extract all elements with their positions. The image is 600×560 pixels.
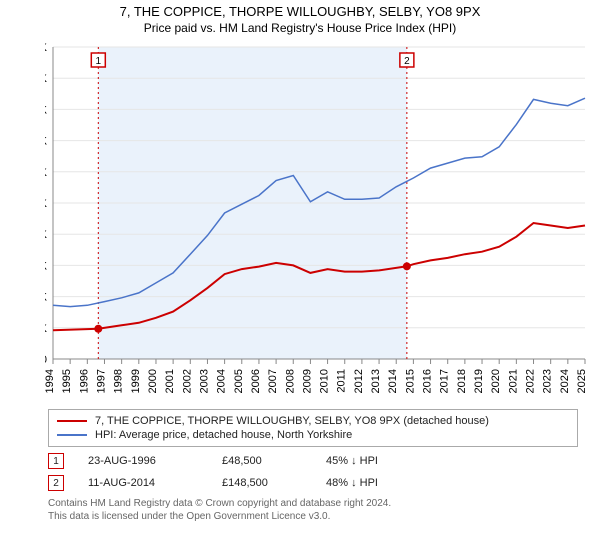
svg-text:2006: 2006 bbox=[250, 369, 262, 393]
svg-text:2007: 2007 bbox=[267, 369, 279, 393]
svg-text:£50K: £50K bbox=[45, 323, 48, 335]
svg-text:£200K: £200K bbox=[45, 229, 48, 241]
events-list: 1 23-AUG-1996 £48,500 45% ↓ HPI 2 11-AUG… bbox=[48, 453, 578, 491]
legend-item-2: HPI: Average price, detached house, Nort… bbox=[57, 428, 569, 442]
svg-text:2008: 2008 bbox=[284, 369, 296, 393]
svg-text:1998: 1998 bbox=[113, 369, 125, 393]
svg-text:2019: 2019 bbox=[473, 369, 485, 393]
svg-text:£250K: £250K bbox=[45, 198, 48, 210]
svg-text:2020: 2020 bbox=[490, 369, 502, 393]
svg-text:2016: 2016 bbox=[422, 369, 434, 393]
svg-text:2000: 2000 bbox=[147, 369, 159, 393]
svg-text:2014: 2014 bbox=[387, 369, 399, 393]
chart-subtitle: Price paid vs. HM Land Registry's House … bbox=[0, 19, 600, 39]
legend-label-1: 7, THE COPPICE, THORPE WILLOUGHBY, SELBY… bbox=[95, 415, 489, 427]
svg-text:2003: 2003 bbox=[198, 369, 210, 393]
event-date-2: 11-AUG-2014 bbox=[88, 477, 198, 489]
footer-line-2: This data is licensed under the Open Gov… bbox=[48, 510, 578, 523]
legend: 7, THE COPPICE, THORPE WILLOUGHBY, SELBY… bbox=[48, 409, 578, 447]
svg-text:2009: 2009 bbox=[301, 369, 313, 393]
svg-text:1: 1 bbox=[96, 56, 102, 67]
footer: Contains HM Land Registry data © Crown c… bbox=[48, 497, 578, 523]
svg-text:1995: 1995 bbox=[61, 369, 73, 393]
event-hpi-2: 48% ↓ HPI bbox=[326, 477, 378, 489]
event-badge-2: 2 bbox=[48, 475, 64, 491]
svg-text:£0: £0 bbox=[45, 354, 47, 366]
svg-text:2021: 2021 bbox=[507, 369, 519, 393]
svg-text:2010: 2010 bbox=[319, 369, 331, 393]
svg-text:2: 2 bbox=[404, 56, 410, 67]
event-hpi-1: 45% ↓ HPI bbox=[326, 455, 378, 467]
svg-text:2012: 2012 bbox=[353, 369, 365, 393]
svg-text:£400K: £400K bbox=[45, 104, 48, 116]
svg-text:£100K: £100K bbox=[45, 292, 48, 304]
svg-text:2023: 2023 bbox=[542, 369, 554, 393]
event-date-1: 23-AUG-1996 bbox=[88, 455, 198, 467]
svg-text:2005: 2005 bbox=[233, 369, 245, 393]
svg-text:£500K: £500K bbox=[45, 42, 48, 54]
svg-text:£150K: £150K bbox=[45, 260, 48, 272]
chart-container: 7, THE COPPICE, THORPE WILLOUGHBY, SELBY… bbox=[0, 0, 600, 560]
footer-line-1: Contains HM Land Registry data © Crown c… bbox=[48, 497, 578, 510]
svg-text:2015: 2015 bbox=[404, 369, 416, 393]
svg-text:2011: 2011 bbox=[336, 369, 348, 393]
svg-text:1997: 1997 bbox=[95, 369, 107, 393]
svg-text:2018: 2018 bbox=[456, 369, 468, 393]
svg-text:£300K: £300K bbox=[45, 167, 48, 179]
svg-text:2013: 2013 bbox=[370, 369, 382, 393]
event-row-1: 1 23-AUG-1996 £48,500 45% ↓ HPI bbox=[48, 453, 578, 469]
chart-title: 7, THE COPPICE, THORPE WILLOUGHBY, SELBY… bbox=[0, 0, 600, 19]
legend-label-2: HPI: Average price, detached house, Nort… bbox=[95, 429, 352, 441]
svg-text:2024: 2024 bbox=[559, 369, 571, 393]
svg-text:2002: 2002 bbox=[181, 369, 193, 393]
chart-plot-area: £0 £50K £100K £150K £200K £250K £300K £350K £400… bbox=[45, 39, 590, 409]
legend-swatch-1 bbox=[57, 420, 87, 422]
svg-text:£350K: £350K bbox=[45, 136, 48, 148]
svg-text:2022: 2022 bbox=[525, 369, 537, 393]
svg-text:2004: 2004 bbox=[216, 369, 228, 393]
legend-swatch-2 bbox=[57, 434, 87, 436]
svg-text:1999: 1999 bbox=[130, 369, 142, 393]
line-chart-svg: £0 £50K £100K £150K £200K £250K £300K £350K £400… bbox=[45, 39, 590, 409]
event-price-1: £48,500 bbox=[222, 455, 302, 467]
svg-text:1996: 1996 bbox=[78, 369, 90, 393]
svg-text:2025: 2025 bbox=[576, 369, 588, 393]
svg-text:1994: 1994 bbox=[45, 369, 56, 393]
event-badge-1: 1 bbox=[48, 453, 64, 469]
event-price-2: £148,500 bbox=[222, 477, 302, 489]
svg-text:£450K: £450K bbox=[45, 73, 48, 85]
svg-text:2001: 2001 bbox=[164, 369, 176, 393]
svg-text:2017: 2017 bbox=[439, 369, 451, 393]
legend-item-1: 7, THE COPPICE, THORPE WILLOUGHBY, SELBY… bbox=[57, 414, 569, 428]
event-row-2: 2 11-AUG-2014 £148,500 48% ↓ HPI bbox=[48, 475, 578, 491]
